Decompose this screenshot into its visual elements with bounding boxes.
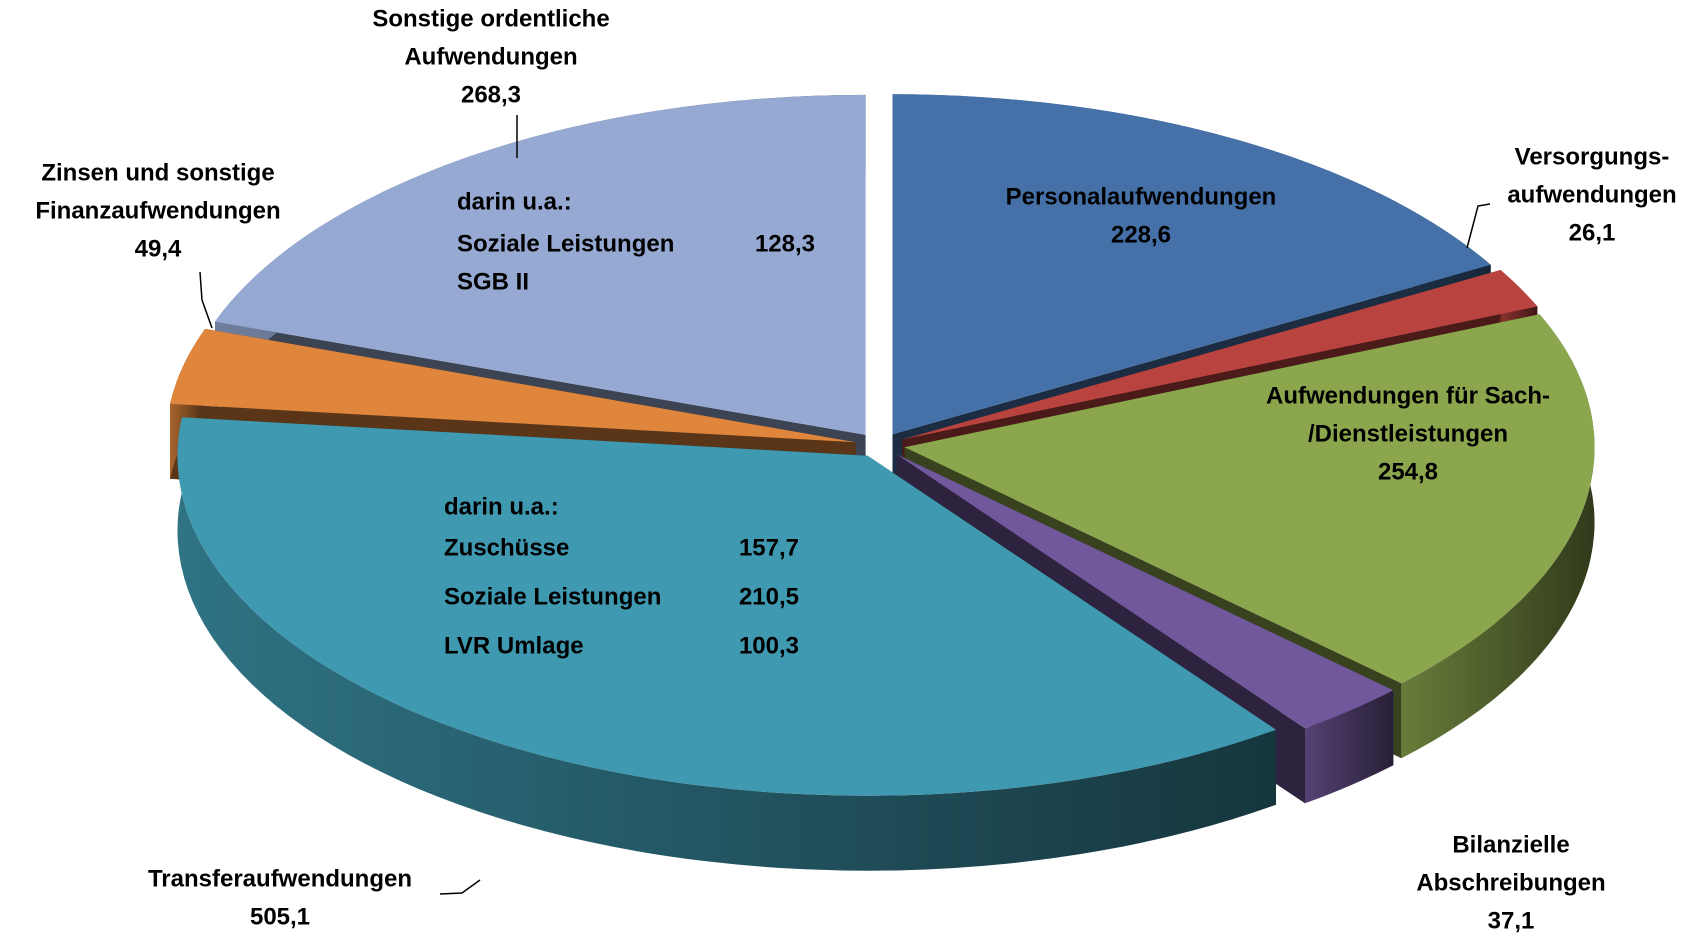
- slice: [170, 328, 856, 443]
- annotation-text: Zuschüsse: [444, 534, 569, 561]
- slice-outer-wall: [1401, 314, 1595, 759]
- annotation-text: LVR Umlage: [444, 632, 584, 659]
- value-label: 268,3: [461, 81, 521, 108]
- category-label: /Dienstleistungen: [1308, 420, 1508, 447]
- labels: Personalaufwendungen 228,6 Versorgungs-auf…: [35, 5, 1676, 934]
- slice: [904, 314, 1595, 684]
- category-label: Abschreibungen: [1416, 869, 1605, 896]
- category-label: Versorgungs-: [1515, 143, 1670, 170]
- category-label: Aufwendungen für Sach-: [1266, 382, 1550, 409]
- leader-line: [439, 879, 481, 895]
- value-label: 254,8: [1378, 458, 1438, 485]
- annotation-text: Soziale Leistungen: [457, 230, 674, 257]
- category-label: Transferaufwendungen: [148, 865, 412, 892]
- value-label: 26,1: [1569, 219, 1616, 246]
- annotation-value: 128,3: [755, 230, 815, 257]
- annotation-value: 100,3: [739, 632, 799, 659]
- pie: [170, 94, 1595, 871]
- slice-outer-wall: [177, 417, 1277, 871]
- leader-line: [1466, 203, 1491, 249]
- category-label: Zinsen und sonstige: [41, 159, 274, 186]
- value-label: 49,4: [135, 235, 182, 262]
- leader-line: [199, 271, 213, 329]
- category-label: Sonstige ordentliche: [372, 5, 609, 32]
- category-label: Finanzaufwendungen: [35, 197, 280, 224]
- category-label: Personalaufwendungen: [1006, 183, 1277, 210]
- value-label: 228,6: [1111, 221, 1171, 248]
- slice-outer-wall: [1305, 690, 1394, 804]
- annotation-value: 157,7: [739, 534, 799, 561]
- annotation-value: 210,5: [739, 583, 799, 610]
- slice: [896, 454, 1394, 729]
- category-label: aufwendungen: [1507, 181, 1676, 208]
- annotation-text: SGB II: [457, 268, 529, 295]
- category-label: Aufwendungen: [404, 43, 577, 70]
- slice: [892, 94, 1491, 435]
- value-label: 505,1: [250, 903, 310, 930]
- annotation-text: darin u.a.:: [457, 188, 572, 215]
- slice: [902, 270, 1538, 440]
- annotation-text: Soziale Leistungen: [444, 583, 661, 610]
- slice: [215, 94, 866, 435]
- annotation-text: darin u.a.:: [444, 493, 559, 520]
- slice: [177, 417, 1277, 796]
- value-label: 37,1: [1488, 907, 1535, 934]
- category-label: Bilanzielle: [1452, 831, 1569, 858]
